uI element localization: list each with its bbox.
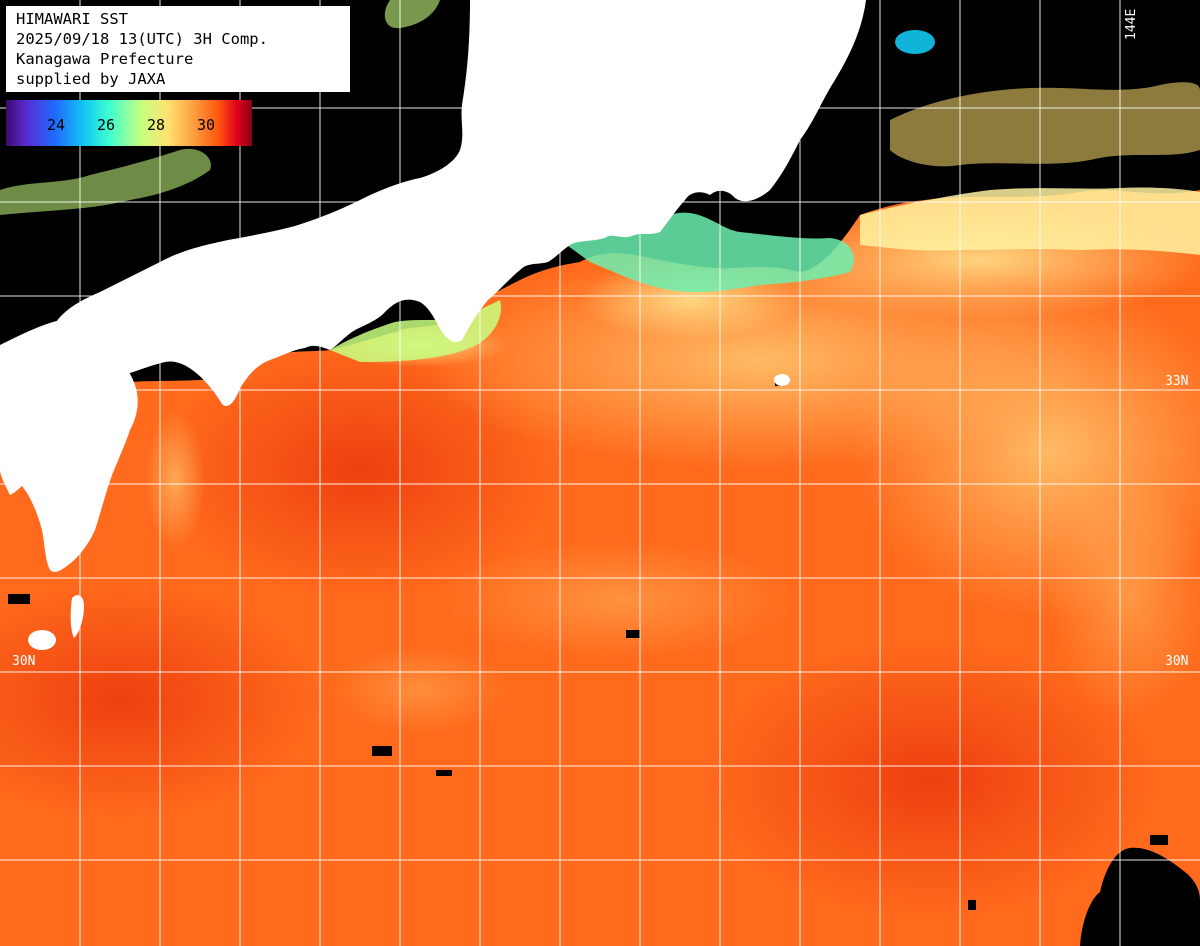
cool-south-east	[1050, 480, 1200, 720]
cloud-edge-north-2	[384, 0, 440, 29]
product-title: HIMAWARI SST	[16, 10, 128, 28]
scale-label-26: 26	[96, 116, 116, 134]
land-island-small-1	[28, 630, 56, 650]
land-inland-sea-island	[85, 290, 134, 324]
pale-west-coast	[145, 410, 205, 550]
lat-label-33-left: 33	[12, 374, 28, 389]
no-data-speck-7	[1150, 835, 1168, 845]
land-honshu	[47, 0, 866, 407]
land-tanegashima	[70, 595, 84, 638]
cool-mid-streak	[440, 540, 800, 660]
product-region: Kanagawa Prefecture	[16, 50, 194, 68]
warm-core-south	[700, 640, 1160, 920]
lat-label-33n-right: 33N	[1165, 374, 1189, 389]
cloud-speck-cyan	[895, 30, 935, 54]
cool-south-west	[330, 645, 510, 735]
temperature-color-scale	[6, 100, 252, 146]
no-data-speck-2	[372, 746, 392, 756]
map-info-box: HIMAWARI SST 2025/09/18 13(UTC) 3H Comp.…	[6, 6, 350, 92]
cloud-edge-northwest	[0, 148, 211, 215]
lat-label-30n-left: 30N	[12, 654, 36, 669]
land-kyushu-south	[0, 401, 45, 495]
scale-label-24: 24	[46, 116, 66, 134]
land-awaji	[380, 238, 404, 278]
no-data-speck-1	[626, 630, 640, 638]
product-credit: supplied by JAXA	[16, 70, 166, 88]
no-data-southeast	[1080, 847, 1200, 946]
no-data-speck-3	[436, 770, 452, 776]
scale-label-30: 30	[196, 116, 216, 134]
land-island-hachijo	[774, 374, 790, 386]
coastal-band-east	[860, 187, 1200, 255]
no-data-speck-5	[8, 594, 30, 604]
lat-label-30n-right: 30N	[1165, 654, 1189, 669]
coastal-band-west	[330, 300, 501, 362]
lon-label-136e: 136E	[483, 8, 498, 40]
land-masses	[0, 0, 866, 650]
land-shikoku-kyushu	[0, 320, 138, 573]
product-datetime: 2025/09/18 13(UTC) 3H Comp.	[16, 30, 268, 48]
land-island-small-2	[10, 412, 30, 428]
cloud-edge-north-1	[890, 82, 1200, 167]
lon-label-144e: 144E	[1124, 8, 1139, 40]
scale-label-28: 28	[146, 116, 166, 134]
no-data-speck-6	[968, 900, 976, 910]
